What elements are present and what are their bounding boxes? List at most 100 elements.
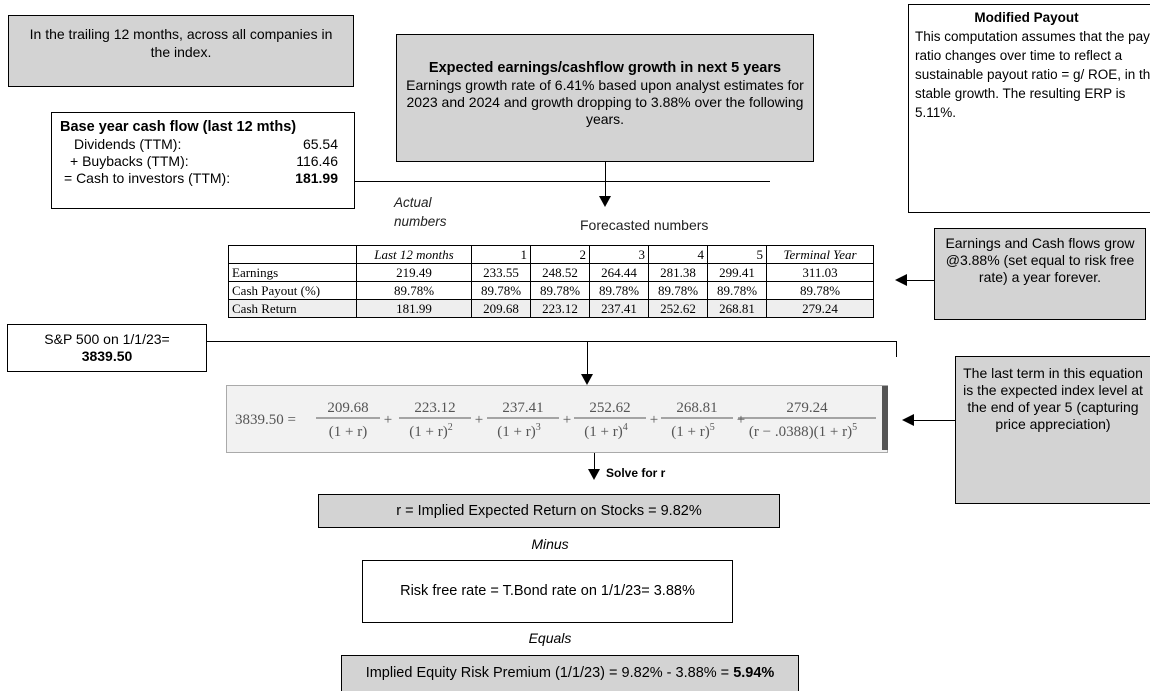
- arrowhead-grow: [895, 274, 907, 286]
- table-cell: 311.03: [766, 263, 874, 282]
- table-cell: 223.12: [530, 299, 590, 318]
- plus-sign: +: [475, 412, 483, 428]
- connector-equation-down: [594, 451, 595, 473]
- equation-term: 268.81 (1 + r)5 +: [661, 400, 745, 440]
- growth-body: Earnings growth rate of 6.41% based upon…: [406, 77, 804, 127]
- equation-svg: 3839.50 = 209.68 (1 + r) +223.12 (1 + r)2 +2…: [235, 400, 876, 440]
- growth-forever-box: Earnings and Cash flows grow @3.88% (set…: [934, 228, 1146, 320]
- base-row-cash: = Cash to investors (TTM): 181.99: [60, 170, 348, 187]
- table-cell: 233.55: [471, 263, 531, 282]
- table-header-cell: Last 12 months: [356, 245, 472, 264]
- base-row-value: 181.99: [295, 170, 338, 186]
- table-cell: 89.78%: [530, 281, 590, 300]
- base-row-label: Dividends (TTM):: [74, 136, 182, 152]
- equation-numerator: 237.41: [502, 400, 543, 416]
- equation-denominator: (1 + r)3: [497, 422, 540, 440]
- connector-base-line: [355, 181, 770, 182]
- equation-term: 252.62 (1 + r)4 +: [574, 400, 658, 440]
- solve-for-r-label: Solve for r: [606, 466, 666, 480]
- equation-exponent: 2: [448, 422, 453, 433]
- equation-term: 279.24 (r − .0388)(1 + r)5: [738, 400, 876, 440]
- base-year-title: Base year cash flow (last 12 mths): [60, 119, 297, 135]
- table-row: Cash Return 181.99 209.68 223.12 237.41 …: [228, 299, 874, 318]
- equation-term: 209.68 (1 + r) +: [316, 400, 392, 440]
- table-cell: 248.52: [530, 263, 590, 282]
- equation-exponent: 3: [536, 422, 541, 433]
- equation-numerator: 252.62: [589, 400, 630, 416]
- minus-label: Minus: [531, 536, 569, 552]
- forecast-numbers-label: Forecasted numbers: [580, 217, 709, 233]
- arrowhead-lastterm: [902, 414, 914, 426]
- table-row-label: Earnings: [228, 263, 357, 282]
- sp500-label: S&P 500 on 1/1/23=: [44, 331, 170, 347]
- connector-table-down: [587, 341, 588, 379]
- plus-sign: +: [563, 412, 571, 428]
- table-cell: 279.24: [766, 299, 874, 318]
- table-cell: 89.78%: [707, 281, 767, 300]
- growth-forever-text: Earnings and Cash flows grow @3.88% (set…: [945, 235, 1135, 285]
- connector-sp-tick: [896, 341, 897, 357]
- table-cell: 89.78%: [471, 281, 531, 300]
- equation-denominator: (1 + r)4: [584, 422, 627, 440]
- connector-lastterm-arrow: [912, 420, 955, 421]
- table-header-cell: 2: [530, 245, 590, 264]
- base-row-label: = Cash to investors (TTM):: [64, 170, 231, 186]
- erp-box: Implied Equity Risk Premium (1/1/23) = 9…: [341, 655, 799, 691]
- base-row-label: + Buybacks (TTM):: [70, 153, 189, 169]
- table-cell: 89.78%: [648, 281, 708, 300]
- equation-denominator: (1 + r)5: [671, 422, 714, 440]
- table-header-cell: [228, 245, 357, 264]
- modified-payout-box: Modified Payout This computation assumes…: [908, 4, 1150, 213]
- growth-box: Expected earnings/cashflow growth in nex…: [396, 34, 814, 162]
- equation-denominator: (1 + r)2: [409, 422, 452, 440]
- modified-payout-title: Modified Payout: [974, 10, 1079, 25]
- table-header-cell: 1: [471, 245, 531, 264]
- table-cell: 264.44: [589, 263, 649, 282]
- pricing-equation: 3839.50 = 209.68 (1 + r) +223.12 (1 + r)2 +2…: [226, 385, 888, 453]
- table-cell: 209.68: [471, 299, 531, 318]
- trailing-note-box: In the trailing 12 months, across all co…: [8, 15, 354, 87]
- equals-label: Equals: [528, 630, 572, 646]
- plus-sign: +: [384, 412, 392, 428]
- arrowhead-equation: [588, 469, 600, 480]
- arrowhead-table: [581, 374, 593, 385]
- sp500-box: S&P 500 on 1/1/23= 3839.50: [7, 324, 207, 372]
- equation-numerator: 223.12: [414, 400, 455, 416]
- erp-value: 5.94%: [733, 665, 775, 681]
- table-cell: 89.78%: [766, 281, 874, 300]
- table-row: Earnings 219.49 233.55 248.52 264.44 281…: [228, 263, 874, 282]
- equation-numerator: 279.24: [786, 400, 828, 416]
- table-header-cell: 3: [589, 245, 649, 264]
- implied-return-text: r = Implied Expected Return on Stocks = …: [396, 503, 702, 519]
- equation-edge: [882, 386, 888, 450]
- table-row-label: Cash Payout (%): [228, 281, 357, 300]
- risk-free-box: Risk free rate = T.Bond rate on 1/1/23= …: [362, 560, 733, 623]
- equation-exponent: 5: [710, 422, 715, 433]
- equation-numerator: 268.81: [676, 400, 717, 416]
- table-header-cell: Terminal Year: [766, 245, 874, 264]
- equation-lhs: 3839.50 =: [235, 412, 296, 428]
- arrowhead-growth: [599, 196, 611, 207]
- base-row-dividends: Dividends (TTM): 65.54: [60, 136, 348, 153]
- table-cell: 252.62: [648, 299, 708, 318]
- table-cell: 181.99: [356, 299, 472, 318]
- connector-grow-arrow: [904, 280, 934, 281]
- table-row: Cash Payout (%) 89.78% 89.78% 89.78% 89.…: [228, 281, 874, 300]
- table-cell: 299.41: [707, 263, 767, 282]
- erp-text: Implied Equity Risk Premium (1/1/23) = 9…: [365, 665, 734, 681]
- base-year-box: Base year cash flow (last 12 mths) Divid…: [51, 112, 355, 209]
- plus-sign: +: [650, 412, 658, 428]
- forecast-table: Last 12 months 1 2 3 4 5 Terminal Year E…: [228, 245, 874, 318]
- connector-sp-line: [207, 341, 897, 342]
- modified-payout-body: This computation assumes that the payout…: [915, 29, 1150, 120]
- table-cell: 281.38: [648, 263, 708, 282]
- table-header-row: Last 12 months 1 2 3 4 5 Terminal Year: [228, 245, 874, 264]
- plus-sign: +: [737, 412, 745, 428]
- table-cell: 268.81: [707, 299, 767, 318]
- equation-denominator: (1 + r): [329, 424, 367, 440]
- table-row-label: Cash Return: [228, 299, 357, 318]
- actual-numbers-label: Actual numbers: [394, 195, 447, 229]
- equation-term: 223.12 (1 + r)2 +: [399, 400, 483, 440]
- table-cell: 219.49: [356, 263, 472, 282]
- risk-free-text: Risk free rate = T.Bond rate on 1/1/23= …: [400, 583, 695, 599]
